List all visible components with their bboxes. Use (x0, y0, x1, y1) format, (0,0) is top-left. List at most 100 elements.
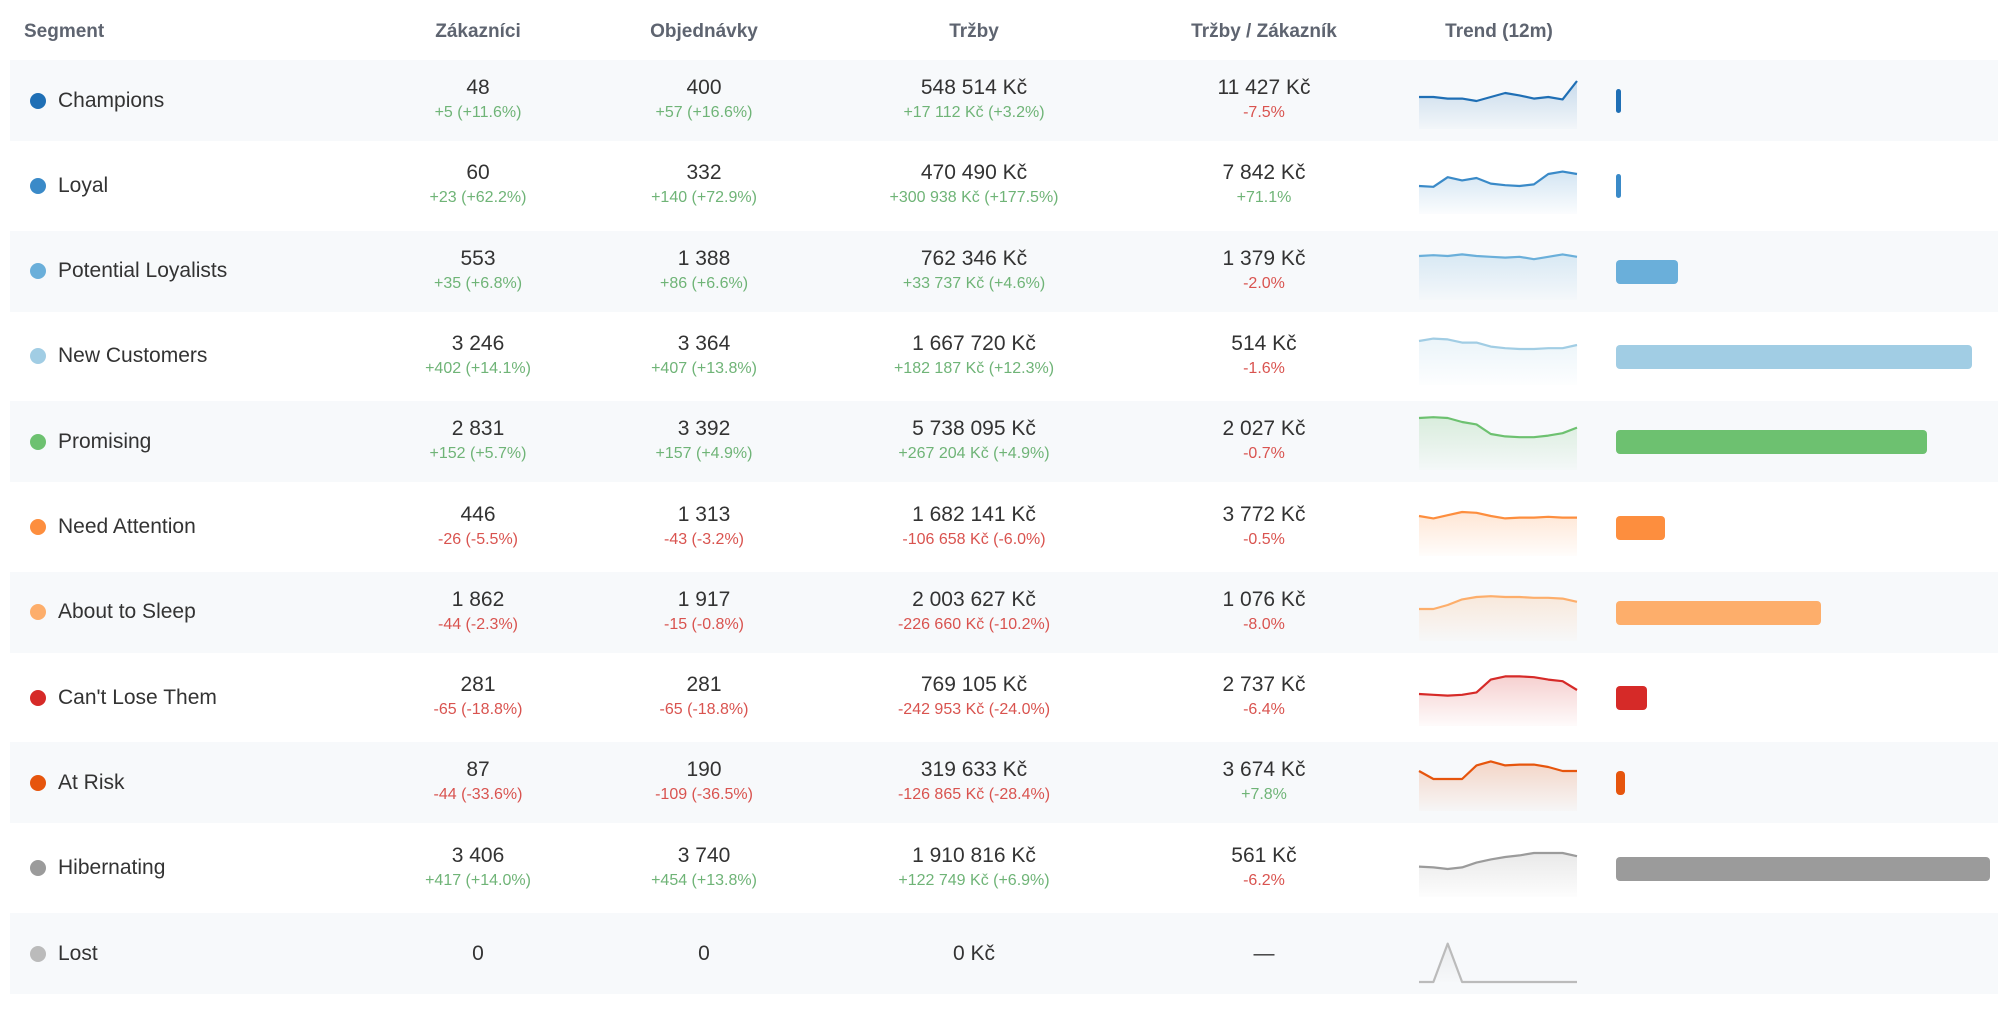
segment-cell: Lost (30, 913, 98, 994)
customers-cell: 281 -65 (-18.8%) (434, 672, 523, 720)
revenue-per-customer-cell: 3 772 Kč -0.5% (1223, 502, 1306, 550)
table-row[interactable]: Lost 0 0 0 Kč — (10, 913, 1998, 994)
delta-value: +35 (+6.8%) (433, 274, 523, 292)
customers-cell: 2 831 +152 (+5.7%) (430, 416, 527, 464)
revenue-per-customer-cell: 1 076 Kč -8.0% (1223, 587, 1306, 635)
segment-name: About to Sleep (58, 600, 196, 624)
table-row[interactable]: Need Attention 446 -26 (-5.5%) 1 313 -43 (-3… (10, 487, 1998, 568)
value: 470 490 Kč (920, 161, 1028, 185)
customers-cell: 553 +35 (+6.8%) (434, 246, 522, 294)
delta-value: +23 (+62.2%) (429, 189, 527, 207)
revenue-cell: 470 490 Kč +300 938 Kč (+177.5%) (889, 160, 1058, 208)
value: 60 (466, 161, 490, 185)
revenue-per-customer-cell: 2 737 Kč -6.4% (1223, 672, 1306, 720)
value: 2 831 (451, 417, 505, 441)
customers-cell: 446 -26 (-5.5%) (438, 502, 518, 550)
header-orders[interactable]: Objednávky (650, 21, 758, 42)
header-revenue-per-customer[interactable]: Tržby / Zákazník (1191, 21, 1337, 42)
value: 762 346 Kč (920, 246, 1028, 270)
value: 3 392 (677, 417, 731, 441)
delta-value: -0.5% (1243, 530, 1285, 548)
share-bar-track (1616, 259, 1996, 284)
segment-cell: Champions (30, 60, 164, 141)
delta-value: +71.1% (1236, 189, 1292, 207)
trend-area (1419, 338, 1577, 385)
table-row[interactable]: At Risk 87 -44 (-33.6%) 190 -109 (-36.5%) 319… (10, 742, 1998, 824)
table-row[interactable]: Champions 48 +5 (+11.6%) 400 +57 (+16.6%) 548… (10, 60, 1998, 141)
segment-cell: Potential Loyalists (30, 231, 227, 312)
segment-name: New Customers (58, 344, 208, 368)
value: 48 (466, 76, 490, 99)
orders-cell: 3 364 +407 (+13.8%) (651, 331, 757, 379)
trend-line (1419, 594, 1578, 610)
value: 332 (686, 161, 722, 185)
value: 1 862 (451, 587, 505, 611)
table-row[interactable]: Hibernating 3 406 +417 (+14.0%) 3 740 +454 (… (10, 828, 1998, 909)
customers-cell: 48 +5 (+11.6%) (435, 75, 522, 123)
trend-area (1419, 595, 1577, 641)
value: 7 842 Kč (1222, 161, 1306, 185)
trend-line (1419, 80, 1578, 103)
delta-value: -226 660 Kč (-10.2%) (897, 615, 1051, 633)
value: 0 (698, 941, 710, 965)
trend-line (1418, 851, 1578, 870)
delta-value: +402 (+14.1%) (425, 359, 531, 377)
share-bar-track (1616, 344, 1996, 369)
revenue-cell: 1 910 816 Kč +122 749 Kč (+6.9%) (898, 843, 1049, 891)
value: 190 (686, 758, 722, 782)
trend-sparkline (1419, 942, 1577, 984)
share-bar (1616, 686, 1648, 711)
revenue-cell: 0 Kč (953, 913, 995, 994)
segment-color-dot (30, 860, 46, 877)
header-segment[interactable]: Segment (24, 21, 105, 42)
value: 446 (460, 502, 496, 526)
value: 3 674 Kč (1222, 758, 1306, 782)
revenue-per-customer-cell: 514 Kč -1.6% (1231, 331, 1296, 379)
delta-value: -44 (-33.6%) (433, 786, 523, 804)
share-bar (1616, 89, 1621, 113)
value: 3 740 (677, 843, 731, 867)
delta-value: -26 (-5.5%) (437, 530, 519, 548)
value: 400 (686, 76, 722, 99)
table-row[interactable]: Loyal 60 +23 (+62.2%) 332 +140 (+72.9%) 470 4… (10, 145, 1998, 226)
revenue-per-customer-cell: — (1254, 913, 1275, 994)
segment-name: Potential Loyalists (58, 259, 228, 283)
segment-color-dot (30, 945, 46, 962)
delta-value: -106 658 Kč (-6.0%) (902, 530, 1046, 548)
trend-area (1419, 171, 1577, 215)
share-bar (1616, 856, 1990, 881)
segment-color-dot (30, 348, 46, 365)
table-row[interactable]: Potential Loyalists 553 +35 (+6.8%) 1 388 +8… (10, 230, 1998, 312)
delta-value: +33 737 Kč (+4.6%) (902, 274, 1046, 292)
trend-sparkline (1419, 80, 1578, 129)
customers-cell: 60 +23 (+62.2%) (430, 160, 527, 208)
segment-color-dot (30, 433, 46, 450)
segment-cell: New Customers (30, 316, 207, 397)
value: 2 003 627 Kč (912, 587, 1036, 611)
delta-value: -126 865 Kč (-28.4%) (897, 786, 1051, 804)
share-bar-track (1616, 856, 1996, 881)
trend-line (1418, 337, 1578, 350)
table-row[interactable]: Can't Lose Them 281 -65 (-18.8%) 281 -65 (-1… (10, 657, 1998, 738)
revenue-per-customer-cell: 561 Kč -6.2% (1231, 843, 1296, 891)
delta-value: +5 (+11.6%) (434, 104, 522, 121)
header-customers[interactable]: Zákazníci (435, 21, 521, 42)
table-row[interactable]: New Customers 3 246 +402 (+14.1%) 3 364 +407… (10, 316, 1998, 397)
header-revenue[interactable]: Tržby (949, 21, 999, 42)
value: 769 105 Kč (920, 673, 1028, 697)
trend-sparkline (1418, 851, 1578, 897)
share-bar (1616, 600, 1821, 625)
table-row[interactable]: Promising 2 831 +152 (+5.7%) 3 392 +157 (+4.… (10, 401, 1998, 483)
share-bar-track (1616, 430, 1996, 455)
trend-area (1419, 943, 1577, 982)
share-bar (1616, 430, 1927, 455)
delta-value: -65 (-18.8%) (433, 701, 523, 719)
table-row[interactable]: About to Sleep 1 862 -44 (-2.3%) 1 917 -15 (… (10, 571, 1998, 653)
value: 514 Kč (1231, 331, 1297, 355)
share-bar-track (1616, 686, 1996, 711)
customers-cell: 1 862 -44 (-2.3%) (438, 587, 518, 635)
value: 1 682 141 Kč (912, 502, 1036, 526)
segment-name: Hibernating (58, 856, 166, 880)
customers-cell: 0 (472, 913, 484, 994)
table-header: Segment Zákazníci Objednávky Tržby Tržby… (10, 0, 1998, 60)
